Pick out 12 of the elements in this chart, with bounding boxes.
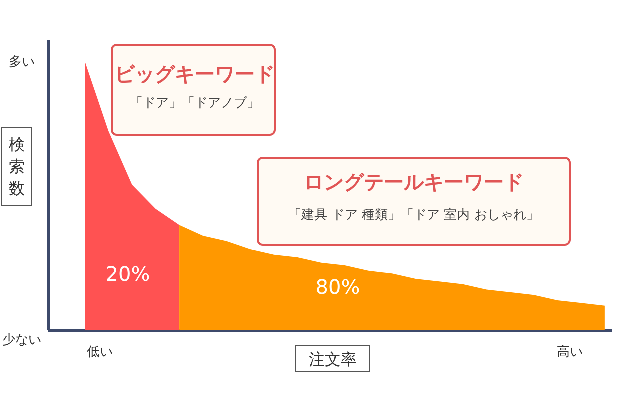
x-axis-title: 注文率 — [309, 350, 357, 369]
y-axis-title: 検索数 — [9, 135, 25, 198]
annotation: ロングテールキーワード — [304, 170, 524, 194]
annotation: 「建具 ドア 種類」「ドア 室内 おしゃれ」 — [288, 207, 540, 223]
annotation: ビッグキーワード — [115, 62, 275, 86]
text: 多い — [9, 55, 35, 70]
text: 少ない — [2, 333, 42, 348]
annotation: 「ドア」「ドアノブ」 — [130, 96, 260, 111]
text: 低い — [87, 345, 113, 360]
annotation: 80% — [316, 275, 360, 299]
annotation: 20% — [106, 262, 150, 286]
text: 高い — [557, 344, 583, 360]
